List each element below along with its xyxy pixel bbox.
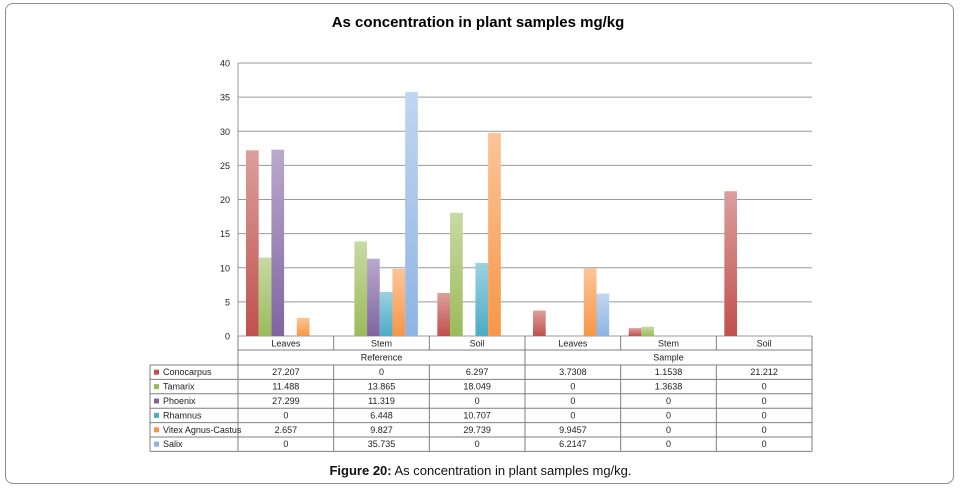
data-label: 6.2147: [559, 439, 587, 449]
legend-swatch: [154, 369, 159, 375]
data-label: 18.049: [463, 382, 491, 392]
data-label: 0: [475, 439, 480, 449]
data-label: 0: [762, 410, 767, 420]
data-label: 0: [283, 439, 288, 449]
data-label: 0: [762, 425, 767, 435]
bar: [354, 241, 368, 336]
figure-frame: [5, 3, 954, 484]
data-label: 11.488: [272, 382, 299, 392]
data-label: 0: [762, 396, 767, 406]
bar: [641, 326, 655, 336]
data-label: 0: [379, 367, 384, 377]
data-label: 35.735: [368, 439, 396, 449]
bar: [475, 262, 489, 336]
data-label: 10.707: [463, 410, 491, 420]
data-label: 0: [570, 410, 575, 420]
y-tick-label: 40: [220, 59, 230, 69]
y-tick-label: 35: [220, 93, 230, 103]
data-label: 0: [475, 396, 480, 406]
bar: [405, 92, 418, 336]
y-tick-label: 25: [220, 161, 230, 171]
bar: [258, 257, 272, 336]
legend-label: Vitex Agnus-Castus: [163, 425, 242, 435]
bar: [583, 268, 597, 336]
legend-swatch: [154, 384, 159, 390]
bar: [392, 268, 406, 336]
data-label: 11.319: [368, 396, 395, 406]
legend-label: Tamarix: [163, 382, 195, 392]
group-label: Reference: [361, 353, 403, 363]
x-tick-label: Soil: [470, 339, 485, 349]
legend-swatch: [154, 441, 159, 447]
data-label: 1.3638: [655, 382, 683, 392]
bar: [379, 291, 393, 336]
data-label: 0: [283, 410, 288, 420]
bar: [246, 150, 259, 336]
bar: [437, 293, 451, 336]
bar: [533, 310, 546, 336]
data-label: 9.9457: [559, 425, 587, 435]
bar: [296, 317, 310, 336]
data-label: 0: [762, 439, 767, 449]
legend-swatch: [154, 412, 159, 418]
x-tick-label: Leaves: [558, 339, 588, 349]
group-label: Sample: [653, 353, 684, 363]
chart-title: As concentration in plant samples mg/kg: [332, 14, 625, 31]
bar: [724, 191, 738, 336]
x-tick-label: Stem: [658, 339, 679, 349]
figure-caption: Figure 20: As concentration in plant sam…: [0, 463, 961, 478]
data-label: 9.827: [370, 425, 393, 435]
data-label: 6.448: [370, 410, 393, 420]
y-tick-label: 0: [225, 332, 230, 342]
data-label: 0: [570, 382, 575, 392]
data-label: 0: [762, 382, 767, 392]
y-axis: 0 5 10 15 20 25 30 35 40: [220, 59, 239, 342]
legend-label: Rhamnus: [163, 410, 202, 420]
bar: [488, 133, 501, 336]
x-tick-label: Leaves: [271, 339, 301, 349]
x-tick-label: Stem: [371, 339, 392, 349]
y-tick-label: 30: [220, 127, 230, 137]
legend-label: Phoenix: [163, 396, 196, 406]
data-label: 13.865: [368, 382, 396, 392]
data-label: 6.297: [466, 367, 489, 377]
caption-text: As concentration in plant samples mg/kg.: [391, 463, 632, 478]
legend-swatch: [154, 398, 159, 404]
data-label: 21.212: [750, 367, 778, 377]
x-tick-label: Soil: [757, 339, 772, 349]
data-label: 2.657: [275, 425, 298, 435]
caption-label: Figure 20:: [329, 463, 392, 478]
bar: [367, 258, 380, 336]
data-label: 0: [666, 396, 671, 406]
data-label: 3.7308: [559, 367, 587, 377]
data-label: 1.1538: [655, 367, 683, 377]
bars: [246, 92, 738, 336]
data-label: 27.299: [272, 396, 300, 406]
data-label: 29.739: [463, 425, 491, 435]
legend-label: Conocarpus: [163, 367, 212, 377]
data-label: 0: [666, 425, 671, 435]
data-label: 0: [570, 396, 575, 406]
legend-label: Salix: [163, 439, 183, 449]
bar: [450, 212, 463, 336]
y-tick-label: 15: [220, 229, 230, 239]
y-tick-label: 10: [220, 263, 230, 273]
bar: [271, 149, 285, 336]
data-label: 27.207: [272, 367, 300, 377]
y-tick-label: 5: [225, 297, 230, 307]
bar: [628, 328, 642, 336]
data-label: 0: [666, 439, 671, 449]
data-label: 0: [666, 410, 671, 420]
legend-swatch: [154, 427, 159, 433]
y-tick-label: 20: [220, 195, 230, 205]
data-table: Leaves Stem Soil Leaves Stem Soil Reference Sam…: [149, 336, 813, 452]
bar: [596, 293, 610, 336]
